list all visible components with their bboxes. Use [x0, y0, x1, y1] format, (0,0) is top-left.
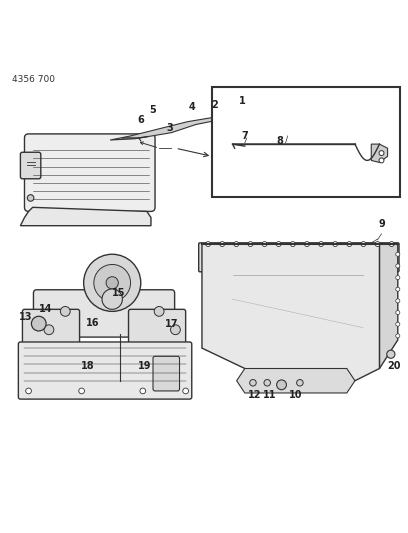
Text: 4: 4	[188, 102, 195, 111]
Circle shape	[26, 388, 31, 394]
Circle shape	[379, 151, 384, 156]
Circle shape	[319, 241, 324, 246]
Text: 4356 700: 4356 700	[12, 75, 55, 84]
Polygon shape	[20, 207, 151, 225]
Bar	[212, 87, 400, 197]
Circle shape	[396, 311, 400, 314]
Circle shape	[27, 195, 34, 201]
Circle shape	[276, 241, 281, 246]
Circle shape	[106, 277, 118, 289]
Text: 14: 14	[39, 304, 53, 314]
Circle shape	[220, 241, 225, 246]
Circle shape	[262, 241, 267, 246]
Circle shape	[248, 241, 253, 246]
Circle shape	[396, 276, 400, 280]
Circle shape	[206, 241, 211, 246]
Text: 17: 17	[164, 319, 178, 329]
FancyBboxPatch shape	[129, 309, 186, 348]
Text: 11: 11	[262, 390, 276, 400]
Text: 1: 1	[239, 96, 246, 106]
Text: 20: 20	[387, 361, 401, 372]
Circle shape	[31, 316, 46, 331]
Text: 7: 7	[242, 131, 248, 141]
FancyBboxPatch shape	[24, 134, 155, 212]
Text: 8: 8	[276, 136, 283, 146]
Circle shape	[171, 325, 180, 335]
Circle shape	[140, 388, 146, 394]
Text: 18: 18	[81, 361, 95, 372]
Circle shape	[290, 241, 295, 246]
Polygon shape	[110, 116, 222, 140]
Text: 5: 5	[150, 105, 156, 115]
Circle shape	[154, 306, 164, 316]
Circle shape	[79, 388, 84, 394]
FancyBboxPatch shape	[199, 243, 399, 272]
Circle shape	[44, 325, 54, 335]
Circle shape	[84, 254, 141, 311]
Circle shape	[297, 379, 303, 386]
Circle shape	[333, 241, 338, 246]
Text: 15: 15	[111, 288, 125, 298]
Circle shape	[396, 299, 400, 303]
Polygon shape	[237, 368, 355, 393]
Text: 3: 3	[166, 123, 173, 133]
Circle shape	[277, 380, 286, 390]
Circle shape	[264, 379, 271, 386]
Circle shape	[60, 306, 70, 316]
Polygon shape	[202, 244, 379, 381]
Circle shape	[396, 252, 400, 256]
Circle shape	[234, 241, 239, 246]
Circle shape	[396, 264, 400, 268]
Circle shape	[396, 322, 400, 326]
Circle shape	[94, 264, 131, 301]
Polygon shape	[379, 244, 398, 368]
FancyBboxPatch shape	[20, 152, 41, 179]
Text: 6: 6	[137, 116, 144, 125]
Circle shape	[250, 379, 256, 386]
FancyBboxPatch shape	[153, 356, 180, 391]
FancyBboxPatch shape	[33, 290, 175, 337]
Text: 16: 16	[86, 318, 100, 328]
Polygon shape	[371, 144, 388, 163]
Text: 12: 12	[248, 390, 262, 400]
Circle shape	[361, 241, 366, 246]
Circle shape	[102, 289, 122, 309]
Text: 2: 2	[211, 100, 217, 110]
Circle shape	[396, 334, 400, 338]
Circle shape	[375, 241, 380, 246]
Circle shape	[183, 388, 188, 394]
FancyBboxPatch shape	[22, 309, 80, 348]
Circle shape	[396, 287, 400, 291]
Text: 9: 9	[378, 219, 385, 229]
FancyBboxPatch shape	[18, 342, 192, 399]
Text: 10: 10	[289, 390, 303, 400]
Text: 13: 13	[18, 312, 32, 322]
Text: 19: 19	[138, 361, 152, 372]
Circle shape	[304, 241, 309, 246]
Circle shape	[347, 241, 352, 246]
FancyBboxPatch shape	[217, 110, 236, 122]
Circle shape	[379, 158, 384, 163]
Circle shape	[389, 241, 394, 246]
Circle shape	[387, 350, 395, 358]
